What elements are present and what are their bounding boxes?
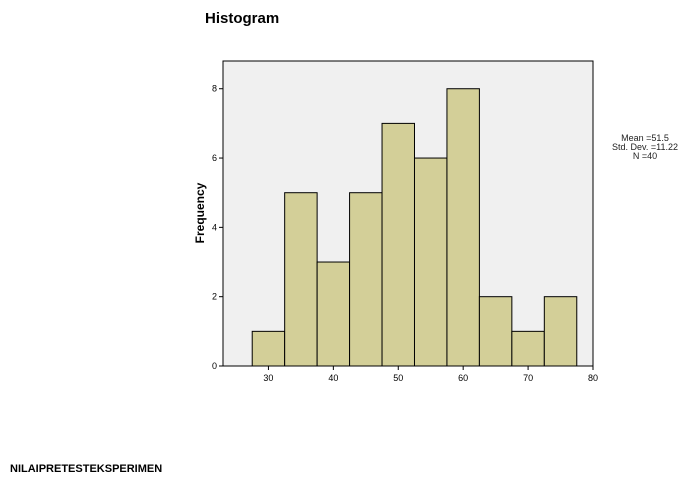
x-tick-label: 50 <box>393 373 403 383</box>
x-tick-label: 80 <box>588 373 598 383</box>
y-tick-label: 0 <box>212 361 217 371</box>
y-tick-label: 4 <box>212 222 217 232</box>
stats-mean: Mean =51.5 <box>621 133 669 143</box>
x-tick-label: 60 <box>458 373 468 383</box>
histogram-bar <box>413 157 448 367</box>
histogram-bar <box>478 296 513 367</box>
stats-std-dev: Std. Dev. =11.22 <box>612 142 678 152</box>
stats-n: N =40 <box>632 151 658 161</box>
histogram-bar <box>381 122 415 367</box>
x-tick-label: 30 <box>263 373 273 383</box>
histogram-bar <box>446 88 480 367</box>
y-axis-label: Frequency <box>193 182 207 243</box>
histogram-bar <box>251 330 286 367</box>
histogram-bar <box>511 330 545 367</box>
histogram-bar <box>349 192 383 367</box>
histogram-bar <box>284 192 318 367</box>
x-tick-label: 70 <box>523 373 533 383</box>
x-tick-label: 40 <box>328 373 338 383</box>
variable-label: NILAIPRETESTEKSPERIMEN <box>10 463 163 475</box>
histogram-bar <box>543 296 578 367</box>
y-tick-label: 2 <box>212 292 217 302</box>
histogram-bar <box>316 261 351 367</box>
chart-title: Histogram <box>205 10 280 27</box>
y-tick-label: 8 <box>212 84 217 94</box>
y-tick-label: 6 <box>212 153 217 163</box>
stats-legend: Mean =51.5 Std. Dev. =11.22 N =40 <box>605 134 685 161</box>
